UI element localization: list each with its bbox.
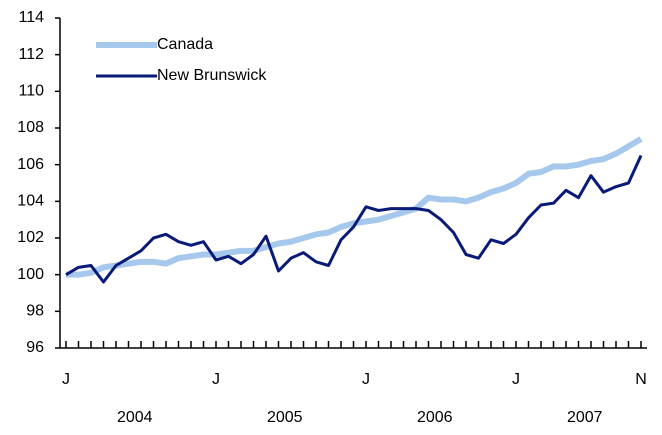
y-tick-label: 98 [26,303,44,320]
y-tick-label: 110 [18,83,44,100]
y-tick-label: 114 [18,9,44,26]
y-tick-label: 104 [17,193,44,210]
line-series [66,136,643,278]
legend-label: New Brunswick [157,67,267,84]
legend-label: Canada [157,36,213,53]
y-tick-label: 108 [17,119,44,136]
x-tick-label: J [62,371,70,388]
y-tick-label: 106 [17,156,44,173]
x-group-label: 2006 [417,409,453,426]
line-series [65,154,643,284]
x-tick-label: N [635,371,647,388]
x-tick-label: J [512,371,520,388]
y-tick-label: 100 [17,266,44,283]
y-tick-label: 112 [18,46,44,63]
y-tick-label: 102 [17,229,44,246]
x-group-label: 2004 [117,409,153,426]
x-tick-label: J [212,371,220,388]
x-tick-label: J [362,371,370,388]
x-group-label: 2005 [267,409,303,426]
x-group-label: 2007 [567,409,603,426]
y-tick-label: 96 [26,339,44,356]
